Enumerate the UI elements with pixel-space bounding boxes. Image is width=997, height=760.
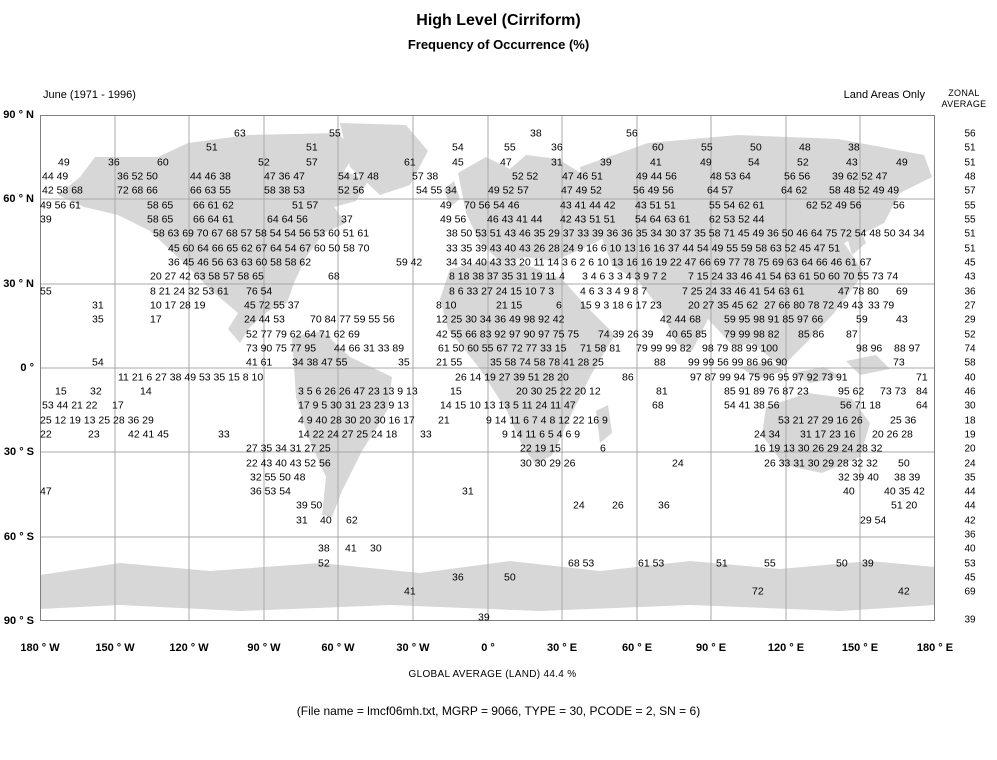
continent-south-america xyxy=(292,331,392,517)
zonal-average-value: 29 xyxy=(964,314,976,326)
island-japan xyxy=(846,223,866,255)
longitude-tick-label: 120 ° E xyxy=(767,642,805,654)
latitude-tick-label: 0 ° xyxy=(20,362,34,374)
zonal-average-value: 56 xyxy=(964,128,976,140)
latitude-tick-label: 90 ° N xyxy=(3,109,34,121)
zonal-average-value: 39 xyxy=(964,614,976,626)
latitude-tick-label: 30 ° N xyxy=(3,278,34,290)
zonal-average-value: 51 xyxy=(964,142,976,154)
zonal-average-value: 40 xyxy=(964,543,976,555)
longitude-tick-label: 0 ° xyxy=(481,642,495,654)
zonal-average-value: 36 xyxy=(964,529,976,541)
continent-africa xyxy=(440,261,615,465)
longitude-tick-label: 180 ° W xyxy=(20,642,60,654)
zonal-average-value: 51 xyxy=(964,157,976,169)
continent-north-america xyxy=(58,133,368,343)
global-average-label: GLOBAL AVERAGE (LAND) 44.4 % xyxy=(408,669,577,680)
zonal-average-value: 74 xyxy=(964,343,976,355)
zonal-header-line2: AVERAGE xyxy=(941,99,987,109)
zonal-average-value: 45 xyxy=(964,257,976,269)
longitude-tick-label: 30 ° E xyxy=(546,642,578,654)
chart-title: High Level (Cirriform) xyxy=(416,12,581,29)
zonal-average-value: 18 xyxy=(964,415,976,427)
map-area xyxy=(40,115,935,621)
grid-lines xyxy=(40,115,935,621)
longitude-tick-label: 180 ° E xyxy=(916,642,954,654)
longitude-tick-label: 60 ° E xyxy=(621,642,653,654)
zonal-average-value: 58 xyxy=(964,357,976,369)
zonal-average-value: 20 xyxy=(964,443,976,455)
zonal-average-value: 30 xyxy=(964,400,976,412)
coverage-label: Land Areas Only xyxy=(843,89,925,101)
latitude-tick-label: 60 ° N xyxy=(3,193,34,205)
zonal-average-value: 24 xyxy=(964,458,976,470)
island-madagascar xyxy=(596,405,612,443)
island-britain xyxy=(444,181,460,207)
zonal-average-value: 40 xyxy=(964,372,976,384)
islands-indonesia-1 xyxy=(740,361,784,379)
period-label: June (1971 - 1996) xyxy=(43,89,136,101)
island-new-guinea xyxy=(846,355,890,375)
longitude-tick-label: 90 ° W xyxy=(247,642,281,654)
zonal-average-value: 27 xyxy=(964,300,976,312)
map-border xyxy=(40,115,935,621)
latitude-tick-label: 90 ° S xyxy=(3,615,34,627)
longitude-tick-label: 120 ° W xyxy=(169,642,209,654)
zonal-header-line1: ZONAL xyxy=(948,88,980,98)
zonal-average-value: 44 xyxy=(964,486,976,498)
zonal-average-value: 51 xyxy=(964,243,976,255)
zonal-average-value: 46 xyxy=(964,386,976,398)
zonal-average-value: 45 xyxy=(964,572,976,584)
longitude-tick-label: 60 ° W xyxy=(321,642,355,654)
zonal-average-value: 55 xyxy=(964,200,976,212)
zonal-average-value: 69 xyxy=(964,586,976,598)
longitude-tick-label: 150 ° W xyxy=(95,642,135,654)
zonal-average-value: 52 xyxy=(964,329,976,341)
islands-indonesia-2 xyxy=(792,367,842,383)
continent-greenland xyxy=(340,123,428,195)
zonal-average-value: 57 xyxy=(964,185,976,197)
zonal-average-value: 44 xyxy=(964,500,976,512)
latitude-tick-label: 60 ° S xyxy=(3,531,34,543)
continent-australia xyxy=(762,393,870,473)
zonal-average-value: 35 xyxy=(964,472,976,484)
zonal-average-value: 53 xyxy=(964,558,976,570)
longitude-tick-label: 90 ° E xyxy=(695,642,727,654)
zonal-average-value: 48 xyxy=(964,171,976,183)
zonal-average-value: 36 xyxy=(964,286,976,298)
world-map xyxy=(40,115,935,621)
longitude-tick-label: 150 ° E xyxy=(841,642,879,654)
zonal-average-value: 19 xyxy=(964,429,976,441)
zonal-average-value: 51 xyxy=(964,228,976,240)
longitude-tick-label: 30 ° W xyxy=(396,642,430,654)
zonal-average-value: 55 xyxy=(964,214,976,226)
file-info-label: (File name = lmcf06mh.txt, MGRP = 9066, … xyxy=(296,704,701,718)
continent-asia xyxy=(580,135,932,367)
zonal-average-value: 43 xyxy=(964,271,976,283)
zonal-average-value: 42 xyxy=(964,515,976,527)
latitude-tick-label: 30 ° S xyxy=(3,446,34,458)
zonal-average-header: ZONAL AVERAGE xyxy=(933,88,995,110)
chart-subtitle: Frequency of Occurrence (%) xyxy=(407,37,590,52)
